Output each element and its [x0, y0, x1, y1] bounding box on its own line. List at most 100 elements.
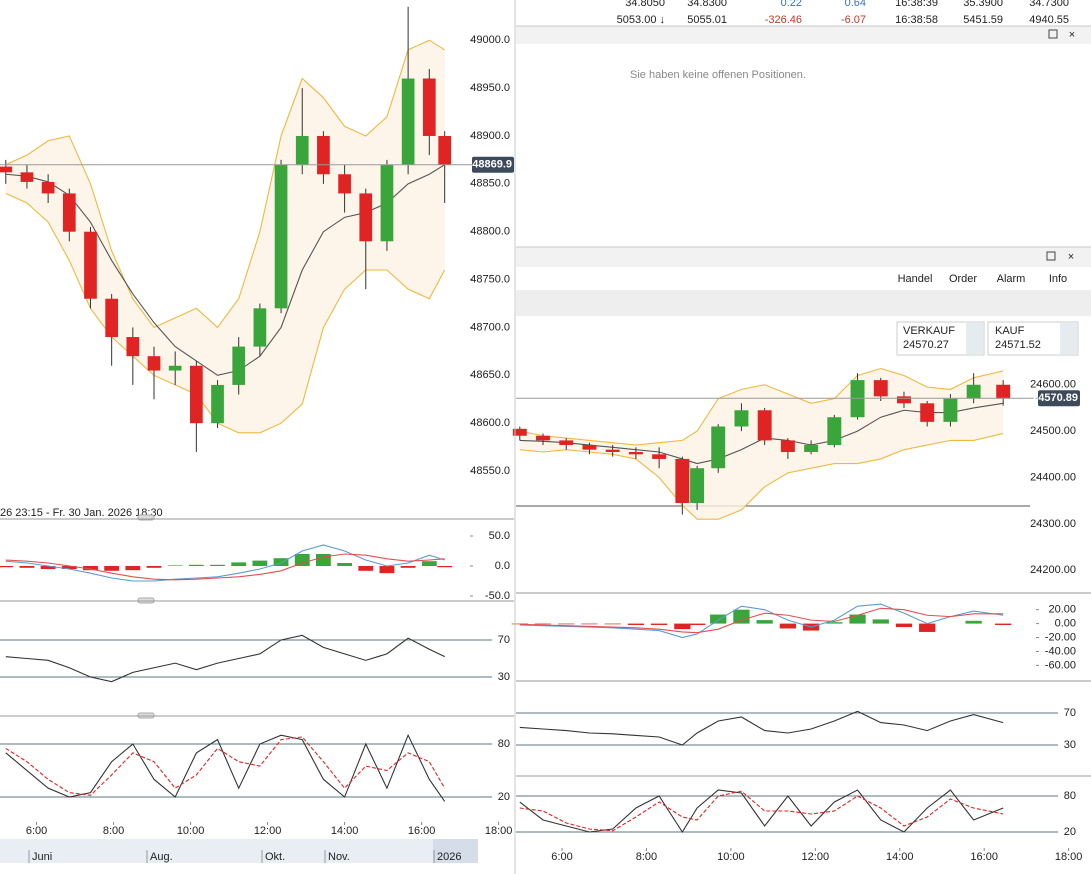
- candle-body: [438, 135, 452, 165]
- histogram-bar: [61, 565, 77, 569]
- candle-body: [559, 440, 574, 446]
- histogram-bar: [756, 620, 773, 624]
- histogram-bar: [400, 565, 416, 568]
- middle-band: [519, 402, 1004, 465]
- x-tick-label: 16:00: [970, 851, 998, 863]
- candle-body: [422, 78, 436, 136]
- x-tick-label: 14:00: [886, 851, 914, 863]
- histogram-bar: [167, 565, 183, 566]
- y-tick-label: 49000.0: [470, 34, 510, 46]
- x-tick-label: 12:00: [254, 825, 282, 837]
- last-price-tag: [472, 156, 514, 173]
- upper-band: [5, 39, 445, 329]
- candle-body: [62, 193, 76, 232]
- lower-band: [519, 432, 1004, 520]
- y-tick-label: 30: [1064, 739, 1076, 751]
- histogram-bar: [83, 565, 98, 571]
- y-tick-label: 48850.0: [470, 178, 510, 190]
- histogram-bar: [534, 623, 552, 625]
- navigator[interactable]: [0, 839, 478, 863]
- candle-body: [147, 356, 161, 371]
- candle-body: [190, 365, 203, 424]
- navigator-label: 2026: [437, 851, 461, 863]
- histogram-bar: [40, 565, 56, 569]
- close-icon[interactable]: ×: [1069, 29, 1075, 41]
- buy-box-side: [1060, 323, 1077, 354]
- histogram-bar: [733, 609, 750, 624]
- table-cell: 35.3900: [963, 0, 1003, 9]
- table-cell: 16:38:58: [895, 14, 938, 26]
- close-icon[interactable]: ×: [1068, 251, 1074, 263]
- x-tick-label: 6:00: [26, 825, 47, 837]
- table-cell: 4940.55: [1029, 14, 1069, 26]
- candle-body: [605, 449, 620, 452]
- tab[interactable]: Order: [949, 273, 977, 285]
- candle-body: [804, 445, 819, 452]
- candle-body: [780, 440, 795, 452]
- empty-message: Sie haben keine offenen Positionen.: [630, 69, 806, 81]
- candle-body: [84, 231, 97, 299]
- y-tick-label: 48950.0: [470, 82, 510, 94]
- histogram-bar: [125, 565, 141, 571]
- date-range: 26 23:15 - Fr. 30 Jan. 2026 18:30: [0, 507, 163, 519]
- histogram-bar: [316, 554, 331, 566]
- x-tick-label: 14:00: [331, 825, 359, 837]
- histogram-bar: [872, 619, 889, 624]
- y-tick-label: 48550.0: [470, 465, 510, 477]
- y-tick-label: 24400.00: [1030, 471, 1076, 483]
- y-tick-label: 50.0: [489, 530, 510, 542]
- histogram-bar: [995, 623, 1012, 625]
- series-line: [519, 790, 1004, 832]
- series-line: [5, 553, 445, 581]
- y-tick-label: 48900.0: [470, 130, 510, 142]
- table-cell: 16:38:39: [895, 0, 938, 9]
- candle-body: [920, 403, 935, 422]
- last-price: 48869.9: [472, 159, 512, 171]
- y-tick-label: -50.0: [485, 590, 510, 602]
- histogram-bar: [379, 565, 395, 574]
- candle-body: [582, 445, 597, 450]
- tab[interactable]: Alarm: [997, 273, 1026, 285]
- table-cell: 34.8050: [625, 0, 665, 9]
- tab[interactable]: Info: [1049, 273, 1067, 285]
- y-tick-label: 24300.00: [1030, 518, 1076, 530]
- histogram-bar: [674, 623, 691, 630]
- band-fill: [519, 368, 1004, 520]
- sell-price: 24570.27: [903, 339, 949, 351]
- last-price-tag: [1038, 390, 1080, 407]
- table-cell: 5055.01: [687, 14, 727, 26]
- histogram-bar: [210, 564, 225, 566]
- y-tick-label: 20.00: [1048, 604, 1076, 616]
- series-line: [519, 607, 1004, 634]
- y-tick-label: 48600.0: [470, 417, 510, 429]
- x-tick-label: 16:00: [408, 825, 436, 837]
- histogram-bar: [627, 623, 645, 625]
- y-tick-label: 48700.0: [470, 321, 510, 333]
- candle-body: [652, 454, 667, 459]
- histogram-bar: [437, 565, 453, 568]
- histogram-bar: [252, 560, 268, 566]
- upper-band: [519, 367, 1004, 446]
- y-tick-label: 80: [498, 738, 510, 750]
- candle-body: [401, 78, 415, 165]
- navigator-label: Okt.: [265, 851, 285, 863]
- y-tick-label: -40.00: [1045, 645, 1076, 657]
- y-tick-label: 20: [498, 791, 510, 803]
- candle-body: [41, 181, 55, 194]
- x-tick-label: 8:00: [636, 851, 657, 863]
- navigator-window[interactable]: [433, 839, 478, 863]
- y-tick-label: 24600.00: [1030, 379, 1076, 391]
- candle-body: [0, 166, 13, 173]
- candle-body: [295, 135, 309, 165]
- y-tick-label: 20: [1064, 826, 1076, 838]
- y-tick-label: 24200.00: [1030, 564, 1076, 576]
- panel-header: [516, 26, 1091, 44]
- candle-body: [380, 164, 394, 242]
- tab[interactable]: Handel: [898, 273, 933, 285]
- maximize-icon[interactable]: [1048, 29, 1058, 39]
- candle-body: [274, 164, 288, 309]
- navigator-label: Aug.: [150, 851, 173, 863]
- histogram-bar: [358, 565, 374, 571]
- maximize-icon[interactable]: [1046, 251, 1056, 261]
- candle-body: [20, 172, 34, 182]
